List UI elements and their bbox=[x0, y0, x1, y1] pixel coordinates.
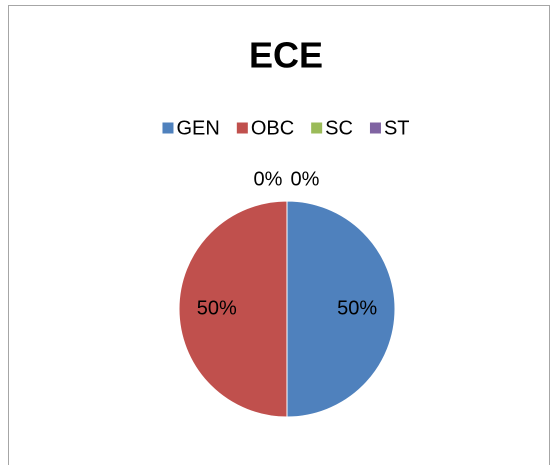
legend-label: OBC bbox=[251, 117, 294, 139]
legend-label: SC bbox=[325, 117, 353, 139]
legend-swatch bbox=[369, 122, 381, 134]
data-label: 50% bbox=[197, 297, 237, 319]
legend-swatch bbox=[236, 122, 248, 134]
data-label: 0% bbox=[291, 168, 320, 190]
legend-swatch bbox=[311, 122, 323, 134]
chart-title: ECE bbox=[249, 35, 323, 76]
pie-slice bbox=[286, 200, 396, 418]
legend-swatch bbox=[162, 122, 174, 134]
data-label: 0% bbox=[254, 168, 283, 190]
legend-label: GEN bbox=[176, 117, 219, 139]
legend-label: ST bbox=[384, 117, 410, 139]
data-label: 50% bbox=[337, 297, 377, 319]
pie-slice bbox=[178, 200, 288, 418]
